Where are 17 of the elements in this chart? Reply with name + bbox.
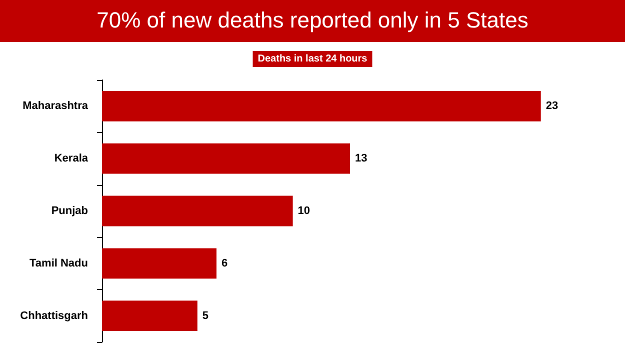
chart-title: 70% of new deaths reported only in 5 States <box>96 8 528 32</box>
y-tick-label: Chhattisgarh <box>20 310 88 322</box>
y-tick-label: Punjab <box>51 205 88 217</box>
data-label: 23 <box>546 100 558 112</box>
y-tick-label: Kerala <box>54 152 89 165</box>
chart-subtitle: Deaths in last 24 hours <box>258 54 368 64</box>
data-label: 6 <box>221 257 228 270</box>
bar <box>102 143 350 174</box>
bar <box>102 91 541 122</box>
bar <box>102 196 293 226</box>
data-label: 13 <box>355 152 368 165</box>
data-label: 10 <box>298 205 310 217</box>
bar <box>102 248 216 279</box>
data-label: 5 <box>202 310 209 322</box>
bar <box>102 300 198 331</box>
y-tick-label: Tamil Nadu <box>30 257 88 270</box>
y-tick-label: Maharashtra <box>22 100 89 112</box>
